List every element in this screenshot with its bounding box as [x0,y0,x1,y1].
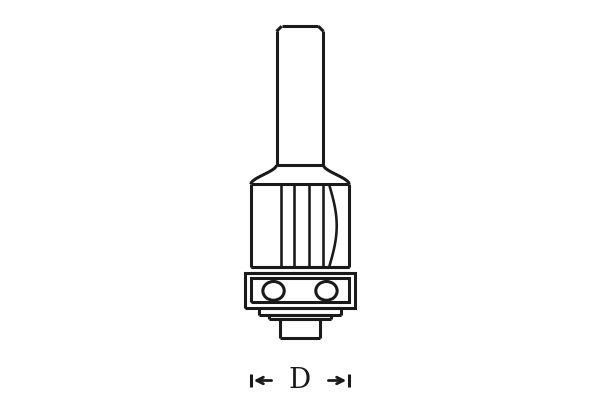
Ellipse shape [263,282,284,300]
Ellipse shape [316,282,337,300]
Text: D: D [289,367,311,394]
